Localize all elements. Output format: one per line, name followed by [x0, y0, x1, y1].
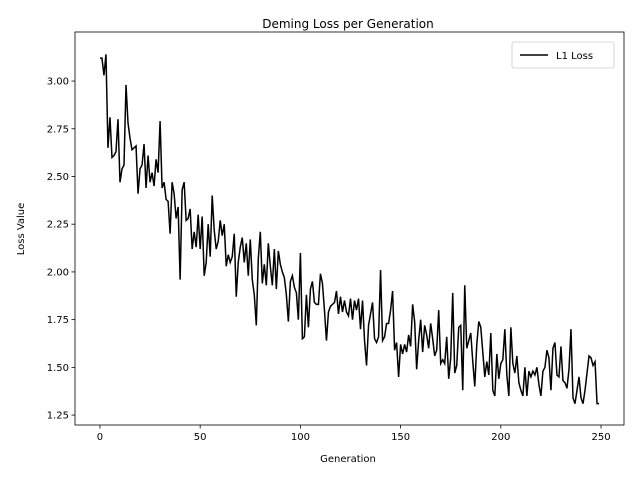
x-tick-label: 50 — [194, 432, 207, 443]
x-tick-label: 0 — [97, 432, 103, 443]
y-tick-label: 1.50 — [47, 363, 69, 374]
y-axis-label: Loss Value — [16, 203, 27, 256]
x-tick-label: 150 — [391, 432, 410, 443]
axes-frame — [74, 31, 625, 426]
y-tick-label: 2.25 — [47, 220, 69, 231]
y-tick-label: 2.50 — [47, 172, 69, 183]
x-tick-label: 100 — [291, 432, 310, 443]
chart-title: Deming Loss per Generation — [262, 17, 434, 31]
y-tick-label: 2.75 — [47, 124, 69, 135]
y-tick-label: 1.25 — [47, 411, 69, 422]
y-tick-label: 3.00 — [47, 77, 69, 88]
x-tick-label: 250 — [592, 432, 611, 443]
y-tick-label: 1.75 — [47, 315, 69, 326]
legend-label: L1 Loss — [556, 51, 593, 62]
legend-box — [511, 41, 615, 69]
x-axis-label: Generation — [320, 454, 376, 465]
y-tick-label: 2.00 — [47, 267, 69, 278]
line — [99, 54, 600, 405]
x-tick-label: 200 — [491, 432, 510, 443]
